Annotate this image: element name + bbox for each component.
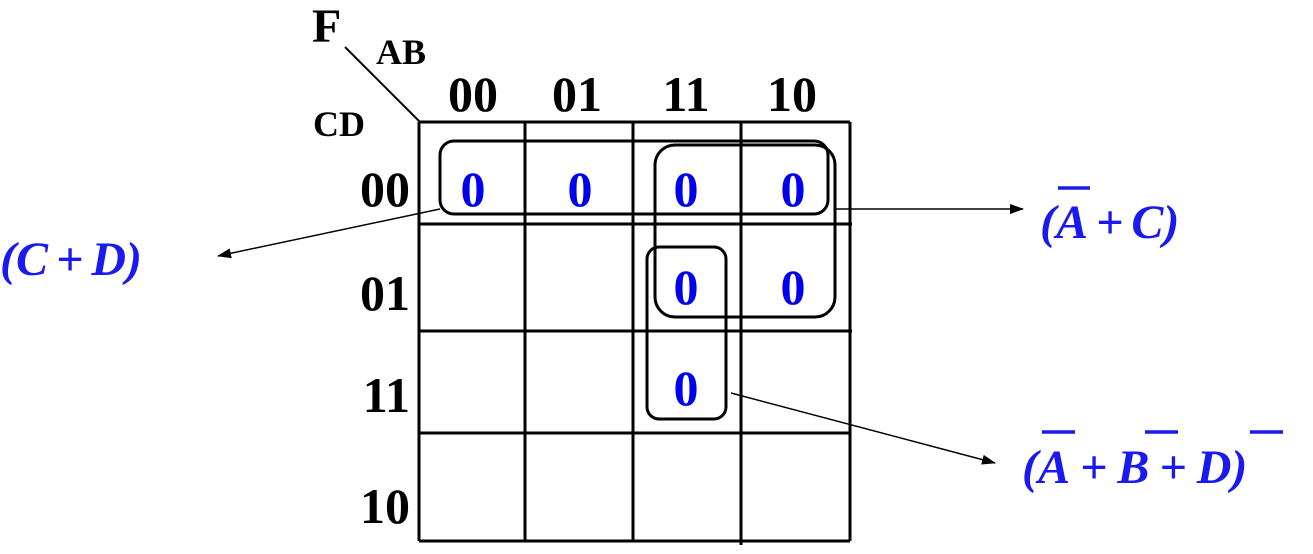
- group-col-11-loop: [645, 245, 728, 421]
- term-c-plus-d: (C + D): [0, 233, 142, 286]
- kmap-grid: [417, 120, 852, 545]
- cell-r0c2: 0: [674, 161, 699, 217]
- col-header-11: 11: [662, 66, 709, 122]
- arrow-to-c-plus-d: [217, 208, 441, 259]
- term-a-bar-plus-c: (A + C): [1040, 196, 1179, 249]
- row-header-10: 10: [360, 478, 410, 534]
- row-header-01: 01: [360, 265, 410, 321]
- col-header-00: 00: [448, 66, 498, 122]
- function-label: F: [312, 0, 341, 53]
- cell-r1c2: 0: [674, 259, 699, 315]
- group-row-00-loop: [438, 139, 830, 216]
- cell-r1c3: 0: [781, 259, 806, 315]
- cd-variable-label: CD: [313, 104, 365, 144]
- group-a-bar-c-loop: [653, 143, 837, 319]
- col-header-10: 10: [767, 66, 817, 122]
- cell-r0c0: 0: [461, 161, 486, 217]
- cell-r0c3: 0: [781, 161, 806, 217]
- col-header-01: 01: [552, 66, 602, 122]
- cell-r2c2: 0: [674, 360, 699, 416]
- cell-r0c1: 0: [568, 161, 593, 217]
- ab-variable-label: AB: [376, 32, 426, 72]
- arrow-to-a-bar-b-bar-d-bar: [730, 392, 996, 465]
- row-header-11: 11: [363, 367, 410, 423]
- row-header-00: 00: [360, 161, 410, 217]
- corner-diagonal: [344, 46, 421, 123]
- term-a-bar-plus-b-bar-plus-d-bar: (A + B + D): [1022, 441, 1247, 494]
